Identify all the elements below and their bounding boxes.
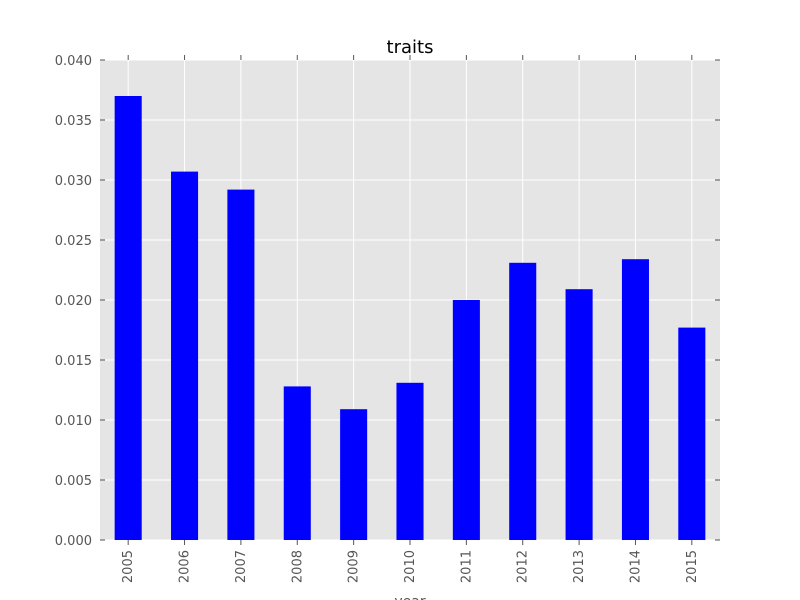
chart-title: traits (387, 37, 434, 58)
y-tick-label: 0.035 (55, 114, 92, 129)
axis-ticks (100, 55, 720, 545)
x-axis-label: year (394, 594, 425, 600)
bar-2013 (565, 289, 593, 540)
bar-2006 (171, 171, 199, 540)
y-tick-label: 0.020 (55, 294, 92, 309)
bar-2011 (452, 300, 480, 540)
x-tick-label: 2012 (516, 550, 531, 583)
x-tick-label: 2006 (178, 550, 193, 583)
y-tick-label: 0.005 (55, 474, 92, 489)
bar-2015 (678, 327, 706, 540)
bar-2007 (227, 189, 255, 540)
bar-2014 (621, 259, 649, 540)
bar-2009 (340, 409, 368, 540)
x-tick-label: 2008 (290, 550, 305, 583)
bar-2010 (396, 382, 424, 540)
x-tick-label: 2009 (347, 550, 362, 583)
x-tick-label: 2015 (685, 550, 700, 583)
bar-2012 (509, 262, 537, 540)
x-tick-label: 2013 (572, 550, 587, 583)
bar-2008 (283, 386, 311, 540)
y-tick-label: 0.010 (55, 414, 92, 429)
x-tick-label: 2011 (459, 550, 474, 583)
x-tick-label: 2007 (234, 550, 249, 583)
x-tick-label: 2014 (628, 550, 643, 583)
y-tick-label: 0.040 (55, 54, 92, 69)
y-tick-label: 0.030 (55, 174, 92, 189)
bars (114, 96, 706, 540)
y-tick-label: 0.000 (55, 534, 92, 549)
x-tick-label: 2010 (403, 550, 418, 583)
x-tick-label: 2005 (121, 550, 136, 583)
bar-2005 (114, 96, 142, 540)
y-tick-label: 0.015 (55, 354, 92, 369)
y-tick-labels: 0.000 0.005 0.010 0.015 0.020 0.025 0.030 0.035… (55, 54, 92, 549)
x-tick-labels: 2005 2006 2007 2008 2009 2010 2011 2012 2013 2014… (121, 550, 700, 583)
y-tick-label: 0.025 (55, 234, 92, 249)
